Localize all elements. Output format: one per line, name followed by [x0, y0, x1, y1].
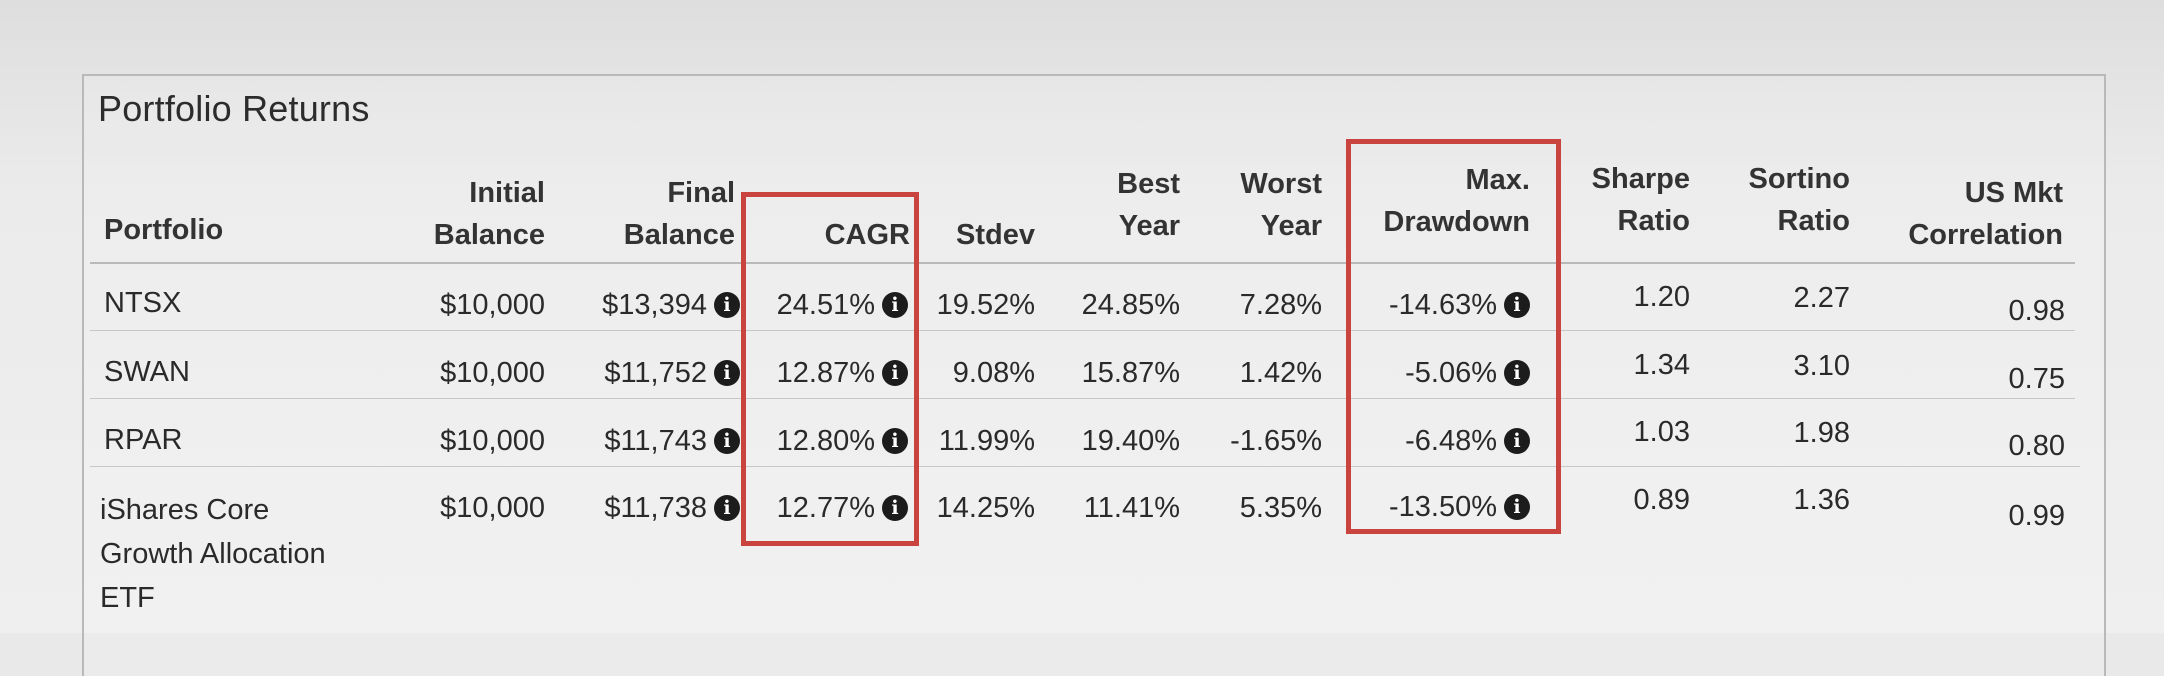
row-divider: [90, 466, 2080, 467]
row-ntsx-stdev: 19.52%: [936, 289, 1035, 321]
info-icon[interactable]: i: [1504, 428, 1530, 454]
header-best-year: Best Year: [1117, 168, 1180, 242]
info-icon[interactable]: i: [714, 292, 740, 318]
row-ishares-best-year: 11.41%: [1083, 492, 1180, 524]
header-stdev: Stdev: [956, 219, 1035, 251]
header-cagr: CAGR: [824, 219, 910, 251]
info-icon[interactable]: i: [882, 428, 908, 454]
max-drawdown-highlight-box: [1346, 139, 1561, 534]
row-rpar-max-drawdown: -6.48% i: [1340, 421, 1530, 461]
row-ntsx-best-year: 24.85%: [1081, 289, 1180, 321]
row-ishares-max-drawdown: -13.50% i: [1340, 487, 1530, 527]
row-ntsx-sortino-ratio: 2.27: [1793, 282, 1850, 314]
row-rpar-stdev: 11.99%: [938, 425, 1035, 457]
row-rpar-us-mkt-correlation: 0.80: [2008, 430, 2065, 462]
row-ishares-us-mkt-correlation: 0.99: [2008, 500, 2065, 532]
row-swan-us-mkt-correlation: 0.75: [2008, 363, 2065, 395]
row-ntsx-portfolio: NTSX: [104, 287, 182, 319]
row-swan-cagr: 12.87% i: [760, 353, 908, 393]
info-icon[interactable]: i: [1504, 292, 1530, 318]
header-initial-balance: Initial Balance: [433, 177, 545, 251]
row-rpar-worst-year: -1.65%: [1230, 425, 1322, 457]
header-divider: [90, 262, 2075, 264]
row-ntsx-initial-balance: $10,000: [440, 289, 545, 321]
row-rpar-best-year: 19.40%: [1081, 425, 1180, 457]
info-icon[interactable]: i: [1504, 494, 1530, 520]
header-sortino-ratio: Sortino Ratio: [1748, 163, 1851, 237]
row-ntsx-cagr: 24.51% i: [760, 285, 908, 325]
info-icon[interactable]: i: [714, 360, 740, 386]
row-rpar-portfolio: RPAR: [104, 424, 183, 456]
row-swan-portfolio: SWAN: [104, 356, 190, 388]
row-ishares-portfolio: iShares Core Growth Allocation ETF: [100, 494, 326, 614]
row-swan-worst-year: 1.42%: [1239, 357, 1322, 389]
row-ntsx-sharpe-ratio: 1.20: [1633, 281, 1690, 313]
row-swan-initial-balance: $10,000: [440, 357, 545, 389]
row-divider: [90, 330, 2075, 331]
header-portfolio: Portfolio: [104, 214, 224, 246]
cagr-highlight-box: [741, 192, 919, 546]
row-swan-best-year: 15.87%: [1081, 357, 1180, 389]
info-icon[interactable]: i: [882, 292, 908, 318]
header-final-balance: Final Balance: [623, 177, 735, 251]
header-us-mkt-correlation: US Mkt Correlation: [1908, 177, 2063, 251]
info-icon[interactable]: i: [714, 495, 740, 521]
row-swan-sortino-ratio: 3.10: [1793, 350, 1850, 382]
row-ishares-worst-year: 5.35%: [1239, 492, 1322, 524]
header-max-drawdown: Max. Drawdown: [1383, 164, 1530, 238]
row-swan-stdev: 9.08%: [952, 357, 1035, 389]
portfolio-returns-panel: [82, 74, 2106, 676]
row-rpar-cagr: 12.80% i: [760, 421, 908, 461]
header-worst-year: Worst Year: [1240, 168, 1322, 242]
row-ntsx-worst-year: 7.28%: [1239, 289, 1322, 321]
row-ishares-sortino-ratio: 1.36: [1793, 484, 1850, 516]
row-rpar-final-balance: $11,743 i: [580, 421, 740, 461]
header-sharpe-ratio: Sharpe Ratio: [1591, 163, 1690, 237]
row-ntsx-max-drawdown: -14.63% i: [1340, 285, 1530, 325]
row-rpar-initial-balance: $10,000: [440, 425, 545, 457]
info-icon[interactable]: i: [714, 428, 740, 454]
row-ishares-sharpe-ratio: 0.89: [1633, 484, 1690, 516]
row-ishares-cagr: 12.77% i: [760, 488, 908, 528]
info-icon[interactable]: i: [882, 360, 908, 386]
panel-title: Portfolio Returns: [98, 88, 370, 129]
row-swan-max-drawdown: -5.06% i: [1340, 353, 1530, 393]
row-rpar-sortino-ratio: 1.98: [1793, 417, 1850, 449]
row-swan-final-balance: $11,752 i: [580, 353, 740, 393]
row-ishares-final-balance: $11,738 i: [580, 488, 740, 528]
info-icon[interactable]: i: [1504, 360, 1530, 386]
row-ishares-stdev: 14.25%: [936, 492, 1035, 524]
row-swan-sharpe-ratio: 1.34: [1633, 349, 1690, 381]
row-rpar-sharpe-ratio: 1.03: [1633, 416, 1690, 448]
info-icon[interactable]: i: [882, 495, 908, 521]
row-ntsx-us-mkt-correlation: 0.98: [2008, 295, 2065, 327]
row-divider: [90, 398, 2075, 399]
row-ntsx-final-balance: $13,394 i: [580, 285, 740, 325]
row-ishares-initial-balance: $10,000: [440, 492, 545, 524]
